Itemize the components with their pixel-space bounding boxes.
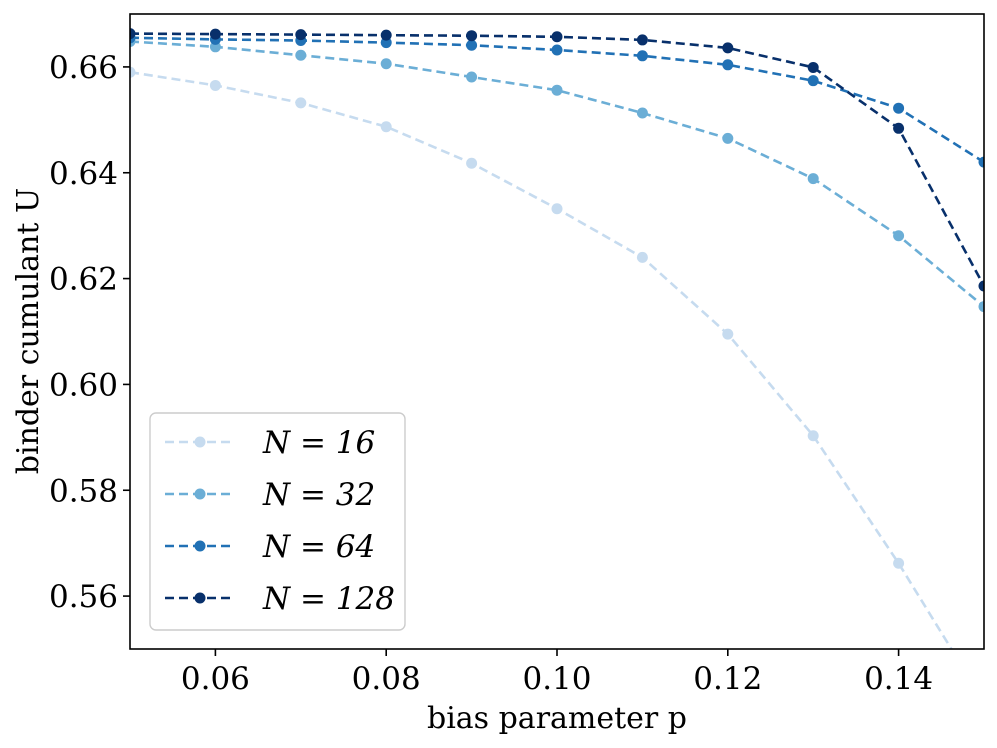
data-point (893, 557, 905, 569)
x-tick-label: 0.12 (693, 661, 762, 697)
legend-marker (194, 436, 206, 448)
legend-label: N = 32 (262, 477, 375, 513)
data-point (380, 29, 392, 41)
data-point (466, 30, 478, 42)
series-1 (130, 66, 990, 707)
series-2 (130, 36, 984, 313)
data-point (722, 42, 734, 54)
legend: N = 16 N = 32 N = 64 N = 128 (149, 412, 406, 631)
legend-item: N = 16 (165, 425, 375, 461)
y-tick-label: 0.66 (49, 50, 118, 86)
x-tick-label: 0.06 (181, 661, 250, 697)
legend-marker (194, 488, 206, 500)
data-point (466, 157, 478, 169)
data-point (466, 71, 478, 83)
x-axis-ticks: 0.06 0.08 0.10 0.12 0.14 (181, 649, 933, 697)
series-4 (130, 28, 984, 292)
y-tick-label: 0.60 (49, 367, 118, 403)
data-point (295, 29, 307, 41)
legend-label: N = 16 (262, 425, 375, 461)
y-tick-label: 0.62 (49, 262, 118, 298)
series-line (130, 40, 984, 308)
legend-item: N = 32 (165, 477, 375, 513)
data-point (722, 59, 734, 71)
legend-item: N = 64 (165, 529, 375, 565)
y-tick-label: 0.58 (49, 473, 118, 509)
data-point (893, 122, 905, 134)
x-axis-label: bias parameter p (427, 701, 687, 736)
data-point (978, 280, 984, 292)
data-point (893, 230, 905, 242)
data-point (130, 28, 136, 40)
y-axis-label: binder cumulant U (11, 188, 46, 475)
data-point (466, 39, 478, 51)
legend-label: N = 128 (262, 581, 395, 617)
data-point (636, 50, 648, 62)
data-point (893, 102, 905, 114)
data-point (807, 75, 819, 87)
data-point (209, 28, 221, 40)
data-point (380, 58, 392, 70)
legend-marker (194, 540, 206, 552)
x-tick-label: 0.10 (522, 661, 591, 697)
data-point (722, 328, 734, 340)
data-point (295, 97, 307, 109)
data-point (807, 430, 819, 442)
data-point (295, 49, 307, 61)
data-point (551, 203, 563, 215)
data-point (209, 79, 221, 91)
legend-items: N = 16 N = 32 N = 64 N = 128 (165, 425, 395, 617)
data-point (636, 107, 648, 119)
data-point (636, 251, 648, 263)
data-point (636, 34, 648, 46)
data-point (807, 61, 819, 73)
data-point (807, 173, 819, 185)
x-tick-label: 0.14 (864, 661, 933, 697)
series-layer (130, 28, 990, 707)
y-tick-label: 0.64 (49, 156, 118, 192)
data-point (978, 301, 984, 313)
x-tick-label: 0.08 (352, 661, 421, 697)
legend-label: N = 64 (262, 529, 375, 565)
data-point (978, 156, 984, 168)
data-point (551, 44, 563, 56)
y-tick-label: 0.56 (49, 579, 118, 615)
data-point (722, 132, 734, 144)
y-axis-ticks: 0.56 0.58 0.60 0.62 0.64 0.66 (49, 50, 130, 615)
data-point (130, 66, 136, 78)
legend-item: N = 128 (165, 581, 395, 617)
legend-marker (194, 592, 206, 604)
data-point (979, 696, 990, 707)
data-point (551, 31, 563, 43)
data-point (551, 84, 563, 96)
legend-frame (149, 412, 406, 631)
data-point (380, 121, 392, 133)
